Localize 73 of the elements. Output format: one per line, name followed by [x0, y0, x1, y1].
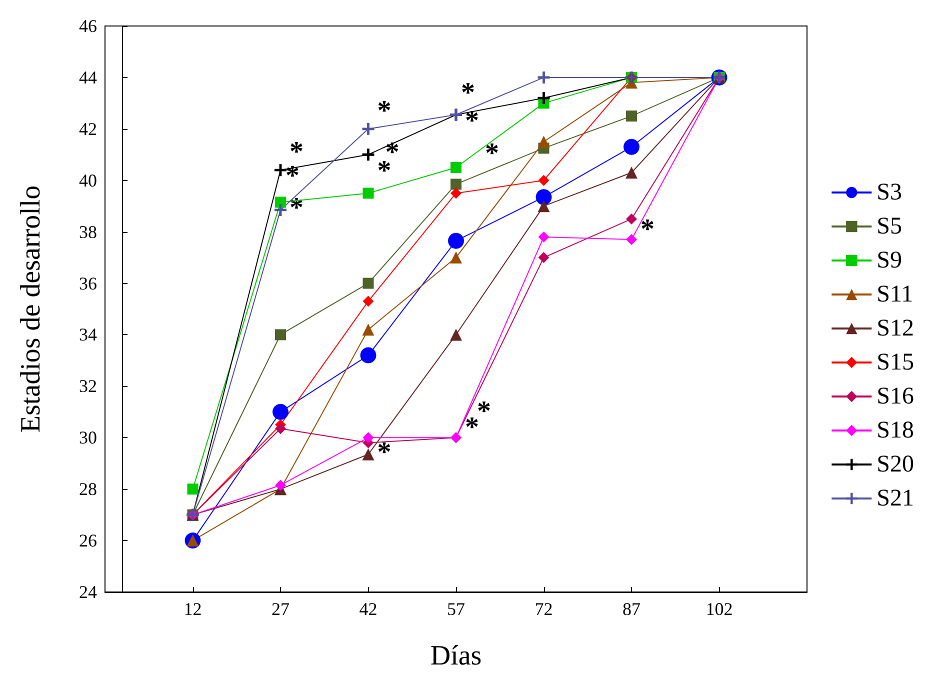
point — [538, 200, 550, 212]
point — [538, 136, 550, 148]
point — [448, 232, 464, 249]
y-tick-label: 46 — [79, 16, 97, 36]
point — [626, 234, 637, 246]
y-tick-label: 44 — [79, 67, 97, 88]
point — [360, 347, 376, 364]
point — [362, 324, 374, 336]
point — [275, 480, 286, 491]
x-axis-title: Días — [430, 640, 482, 672]
legend-label: S3 — [876, 180, 902, 206]
legend-label: S15 — [876, 350, 914, 376]
point — [624, 138, 640, 155]
x-tick-label: 87 — [622, 599, 640, 619]
point — [626, 166, 638, 179]
point — [272, 404, 288, 420]
x-tick-label: 57 — [447, 599, 465, 619]
point — [362, 432, 374, 444]
legend-label: S9 — [876, 248, 902, 274]
y-axis-title: Estadios de desarrollo — [16, 185, 46, 433]
annotation: * — [485, 138, 499, 169]
point — [275, 423, 286, 434]
annotation: * — [477, 396, 491, 428]
point — [187, 484, 198, 495]
point — [538, 71, 550, 84]
point — [538, 174, 550, 186]
y-tick-label: 30 — [79, 428, 97, 448]
point — [626, 213, 637, 224]
point — [538, 252, 550, 264]
y-tick-label: 32 — [79, 376, 97, 396]
x-tick-label: 12 — [184, 599, 202, 619]
point — [362, 296, 374, 307]
point — [362, 278, 374, 289]
legend-label: S18 — [876, 418, 914, 444]
x-tick-label: 102 — [706, 599, 733, 619]
annotation: * — [377, 95, 392, 126]
point — [275, 329, 286, 340]
y-tick-label: 40 — [79, 170, 97, 190]
x-tick-label: 27 — [272, 599, 290, 619]
point — [274, 164, 286, 176]
point — [538, 92, 550, 104]
point — [362, 188, 374, 199]
x-tick-label: 42 — [359, 599, 378, 619]
point — [362, 148, 374, 161]
point — [450, 162, 462, 173]
point — [538, 231, 550, 242]
annotation: * — [640, 214, 654, 246]
legend-label: S5 — [876, 214, 902, 240]
y-tick-label: 36 — [79, 273, 97, 294]
y-tick-label: 28 — [79, 479, 97, 500]
y-tick-label: 24 — [79, 582, 97, 602]
legend-label: S12 — [876, 316, 914, 342]
point — [450, 178, 462, 190]
y-tick-label: 26 — [79, 530, 97, 551]
legend-label: S21 — [876, 486, 914, 512]
point — [536, 189, 552, 206]
point — [362, 122, 374, 135]
point — [275, 196, 286, 208]
point — [450, 252, 462, 264]
legend-label: S11 — [876, 282, 914, 308]
annotation: * — [377, 436, 392, 468]
y-tick-label: 34 — [79, 324, 97, 345]
point — [626, 110, 637, 122]
annotation: * — [286, 160, 300, 192]
annotation: * — [465, 412, 479, 444]
y-tick-label: 38 — [79, 222, 97, 242]
legend-label: S16 — [876, 384, 914, 410]
x-tick-label: 72 — [534, 599, 553, 619]
point — [450, 188, 462, 199]
legend-label: S20 — [876, 452, 914, 478]
point — [450, 328, 462, 341]
point — [362, 448, 374, 460]
y-tick-label: 42 — [79, 118, 97, 139]
